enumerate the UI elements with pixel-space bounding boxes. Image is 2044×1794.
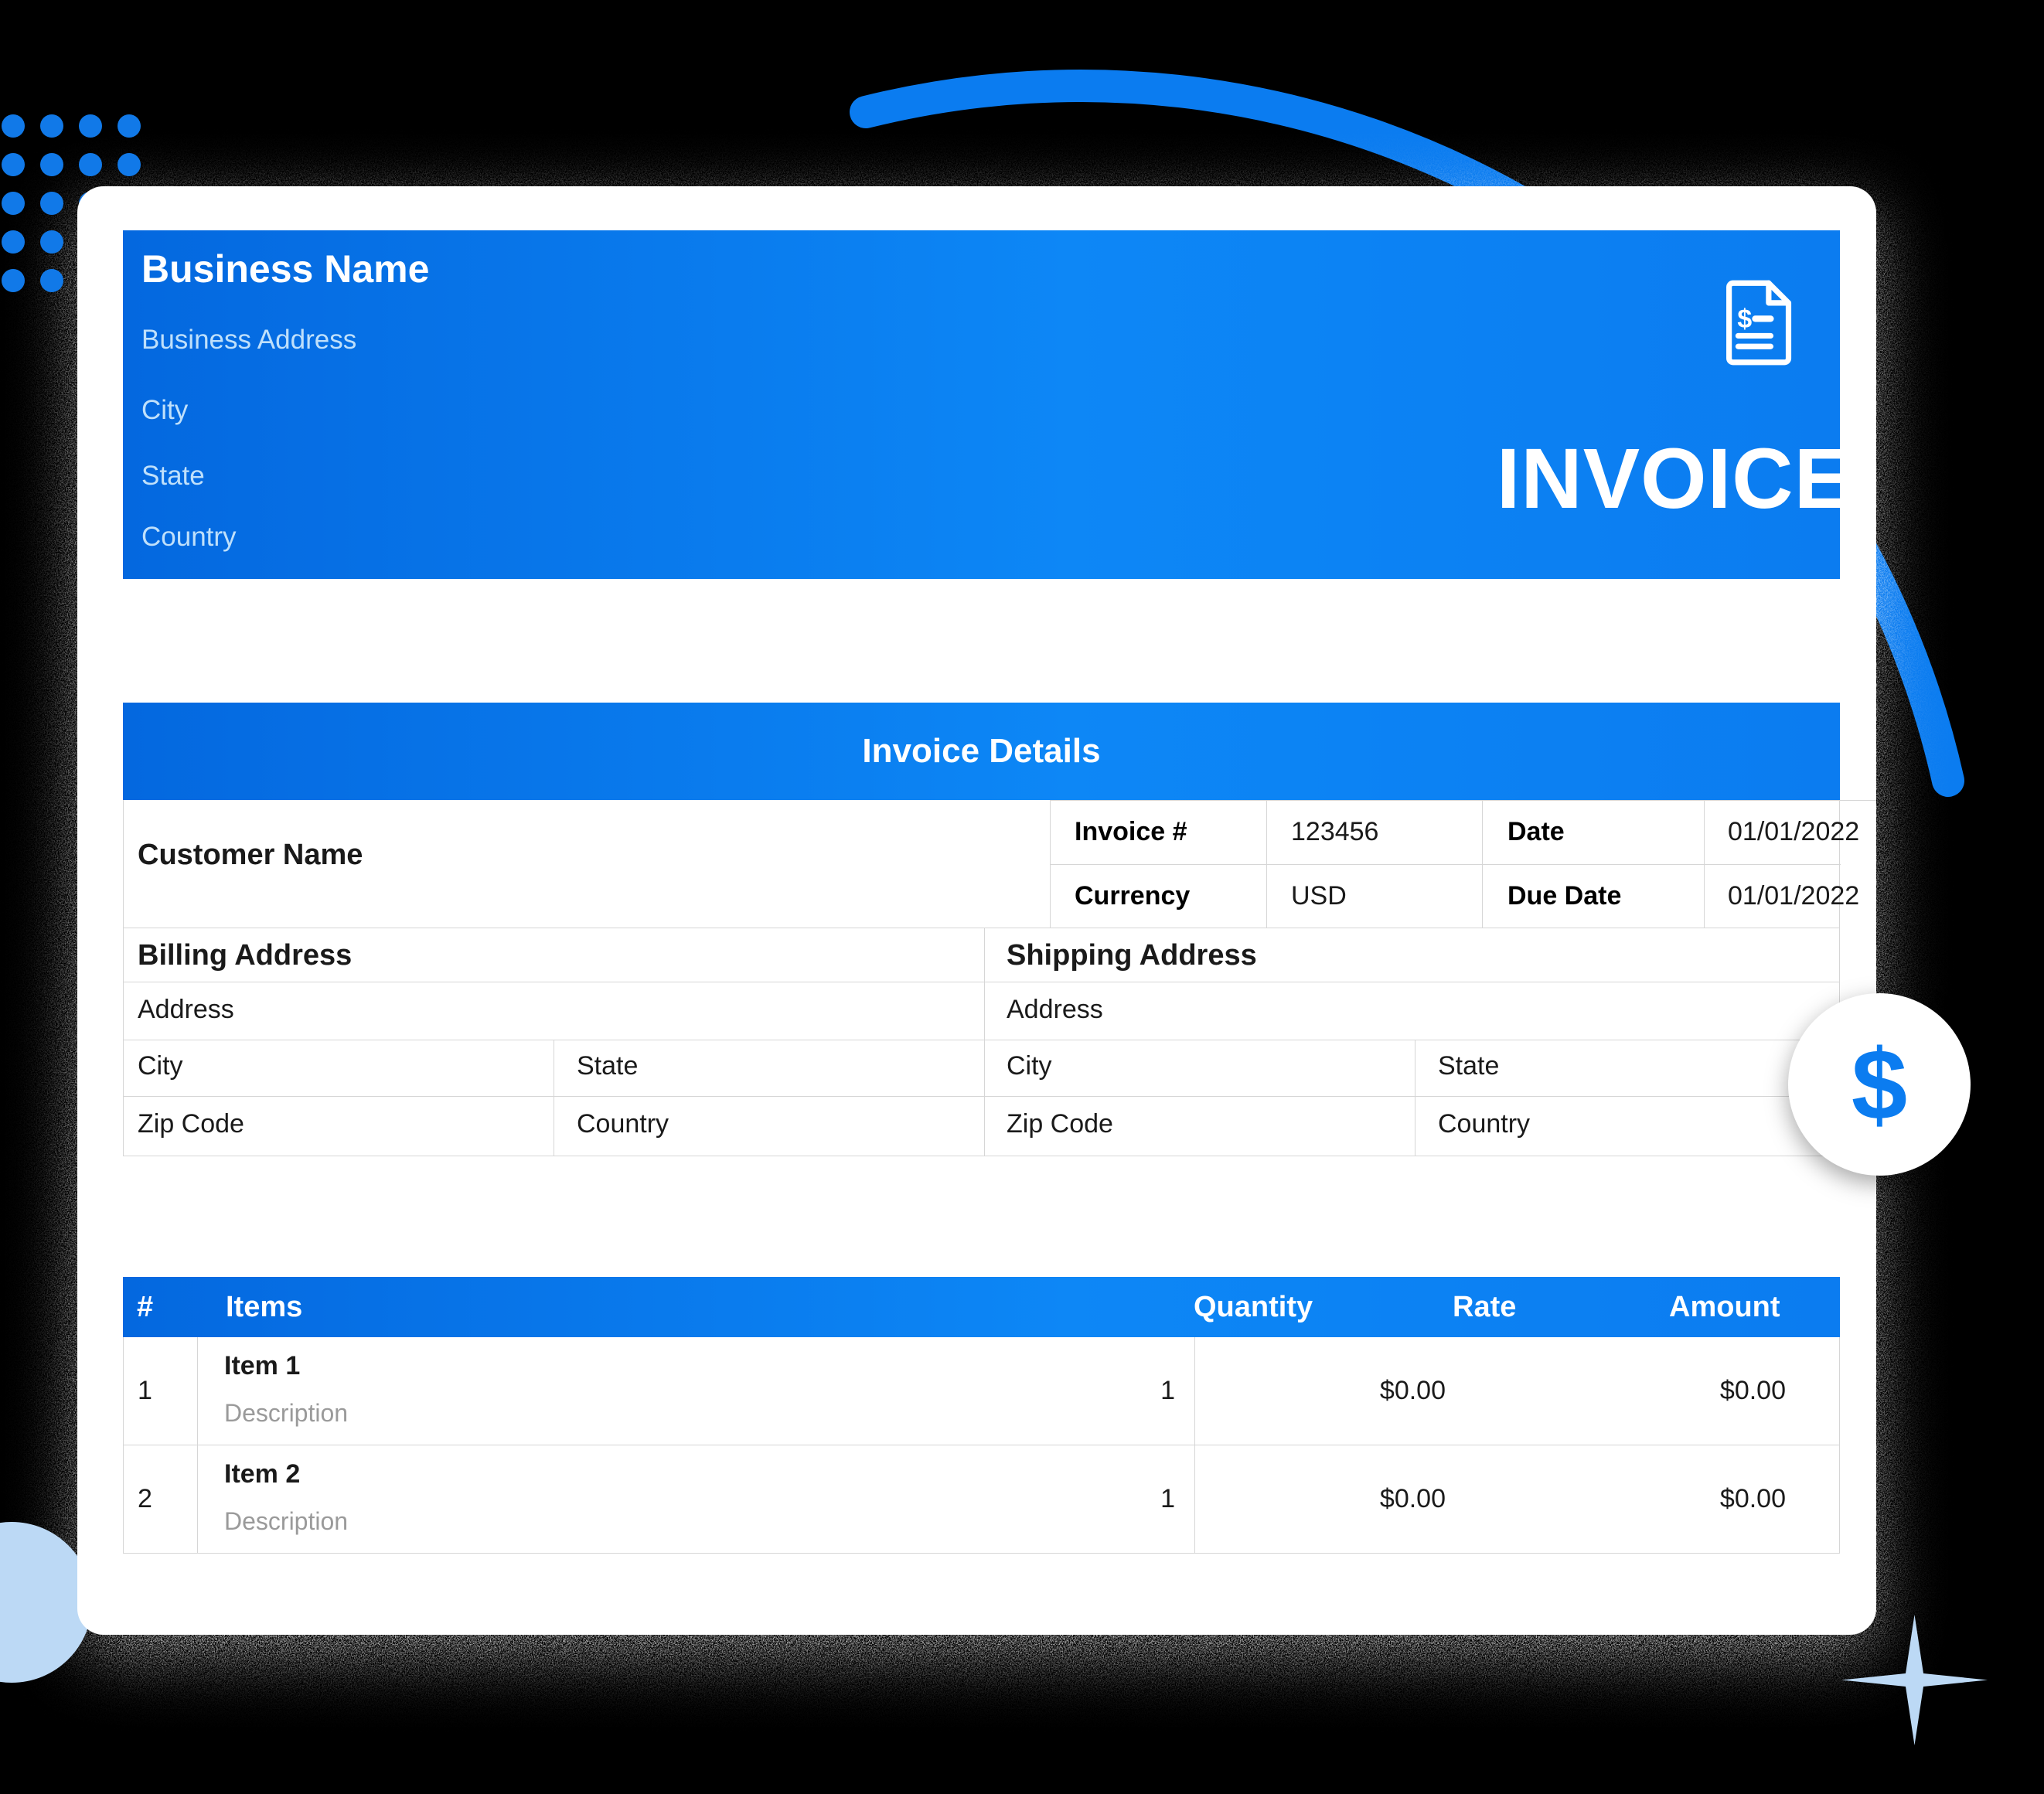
svg-text:$: $	[1737, 305, 1752, 334]
